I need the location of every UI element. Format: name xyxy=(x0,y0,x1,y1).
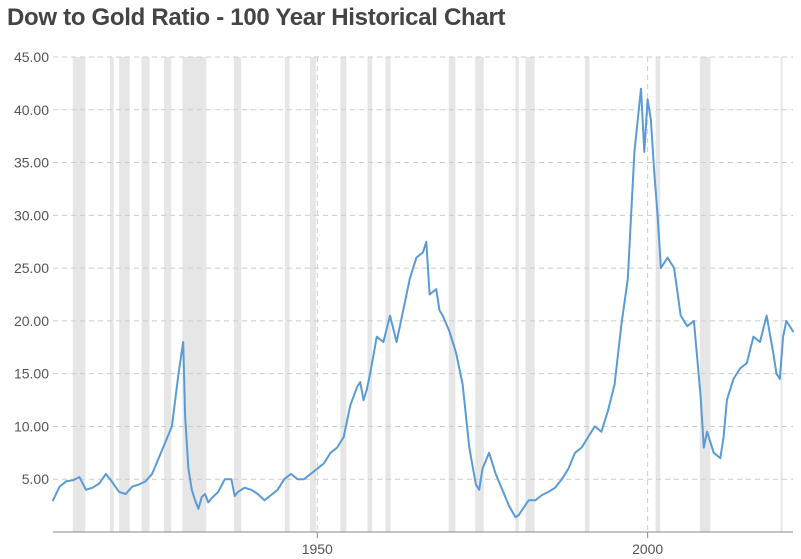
series-line xyxy=(52,87,794,519)
y-tick-label: 40.00 xyxy=(14,102,49,118)
recession-band xyxy=(448,57,456,532)
recession-band xyxy=(367,57,373,532)
tick-labels: 5.00 10.00 15.00 20.00 25.00 30.00 35.00 40.00 4… xyxy=(14,49,663,557)
recession-band xyxy=(141,57,150,532)
recession-band xyxy=(234,57,242,532)
recession-band xyxy=(340,57,347,532)
x-tick-label: 2000 xyxy=(632,541,663,557)
recession-band xyxy=(655,57,661,532)
x-tick-label: 1950 xyxy=(302,541,333,557)
y-tick-label: 20.00 xyxy=(14,313,49,329)
recession-band xyxy=(284,57,290,532)
recession-band xyxy=(584,57,590,532)
y-tick-label: 25.00 xyxy=(14,260,49,276)
y-tick-label: 30.00 xyxy=(14,207,49,223)
grid-lines xyxy=(53,56,793,532)
recession-bands xyxy=(72,57,783,532)
recession-band xyxy=(780,57,783,532)
series xyxy=(52,87,794,519)
recession-band xyxy=(109,57,114,532)
recession-band xyxy=(475,57,484,532)
recession-band xyxy=(72,57,86,532)
chart-title: Dow to Gold Ratio - 100 Year Historical … xyxy=(7,4,506,31)
recession-band xyxy=(119,57,130,532)
y-tick-label: 10.00 xyxy=(14,418,49,434)
recession-band xyxy=(525,57,535,532)
recession-band xyxy=(164,57,172,532)
recession-band xyxy=(699,57,711,532)
y-tick-label: 45.00 xyxy=(14,49,49,65)
y-tick-label: 35.00 xyxy=(14,155,49,171)
recession-band xyxy=(385,57,391,532)
recession-band xyxy=(182,57,207,532)
recession-band xyxy=(310,57,316,532)
axes xyxy=(53,531,793,538)
recession-band xyxy=(515,57,519,532)
y-tick-label: 15.00 xyxy=(14,366,49,382)
y-tick-label: 5.00 xyxy=(22,471,49,487)
